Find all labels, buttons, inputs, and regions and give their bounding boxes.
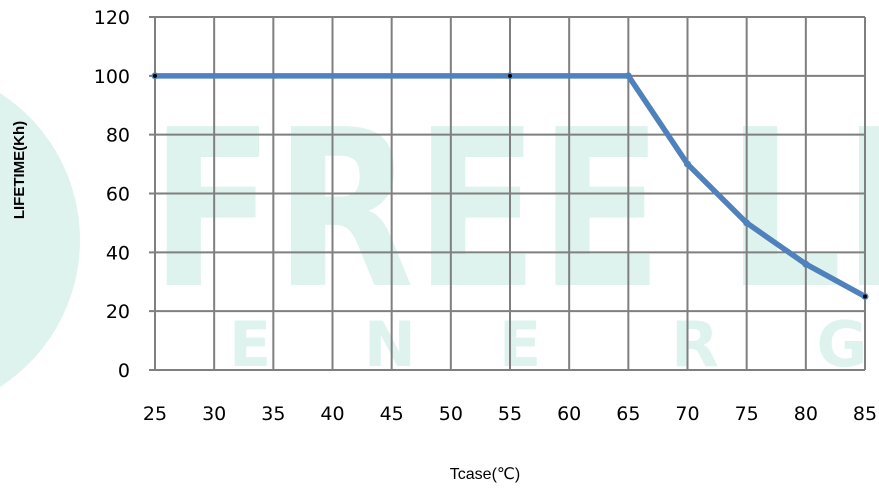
- y-tick-label: 120: [94, 7, 130, 29]
- data-point: [743, 219, 751, 227]
- watermark-logo-disc: [0, 93, 80, 387]
- series-layer: [151, 72, 869, 300]
- x-tick-label: 45: [380, 403, 404, 425]
- x-tick-label: 65: [616, 403, 640, 425]
- y-tick-label: 100: [94, 66, 130, 88]
- x-tick-label: 25: [143, 403, 167, 425]
- x-tick-label: 85: [853, 403, 877, 425]
- y-tick-label: 80: [106, 125, 130, 147]
- watermark-brand-text: FREE LI: [150, 84, 879, 337]
- x-axis-label: Tcase(℃): [450, 466, 520, 483]
- watermark-letter: E: [229, 308, 271, 381]
- data-marker: [863, 294, 867, 299]
- x-tick-label: 75: [735, 403, 759, 425]
- y-tick-label: 60: [106, 184, 130, 206]
- x-tick-label: 50: [439, 403, 463, 425]
- y-tick-label: 20: [106, 301, 130, 323]
- watermark-letter: R: [671, 308, 719, 381]
- watermark: FREE LIE N E R G: [0, 84, 879, 387]
- x-tick-label: 80: [794, 403, 818, 425]
- x-tick-label: 35: [261, 403, 285, 425]
- x-tick-label: 60: [557, 403, 581, 425]
- x-tick-label: 40: [320, 403, 344, 425]
- tick-labels: 0 20 40 60 80 100 120 25 30 35 40 45 50 55 60 65 70 75 80 8…: [94, 7, 877, 425]
- x-tick-label: 55: [498, 403, 522, 425]
- data-point: [684, 160, 691, 168]
- data-marker: [153, 73, 157, 78]
- data-marker: [508, 73, 512, 78]
- x-tick-label: 70: [675, 403, 699, 425]
- y-axis-label: LIFETIME(Kh): [11, 121, 28, 219]
- watermark-letter: G: [817, 308, 868, 381]
- y-tick-label: 40: [106, 242, 130, 264]
- watermark-letter: E: [499, 308, 541, 381]
- x-tick-label: 30: [202, 403, 226, 425]
- data-point: [624, 72, 632, 80]
- watermark-letter: N: [364, 308, 416, 381]
- data-point: [802, 260, 810, 268]
- y-tick-label: 0: [118, 360, 130, 382]
